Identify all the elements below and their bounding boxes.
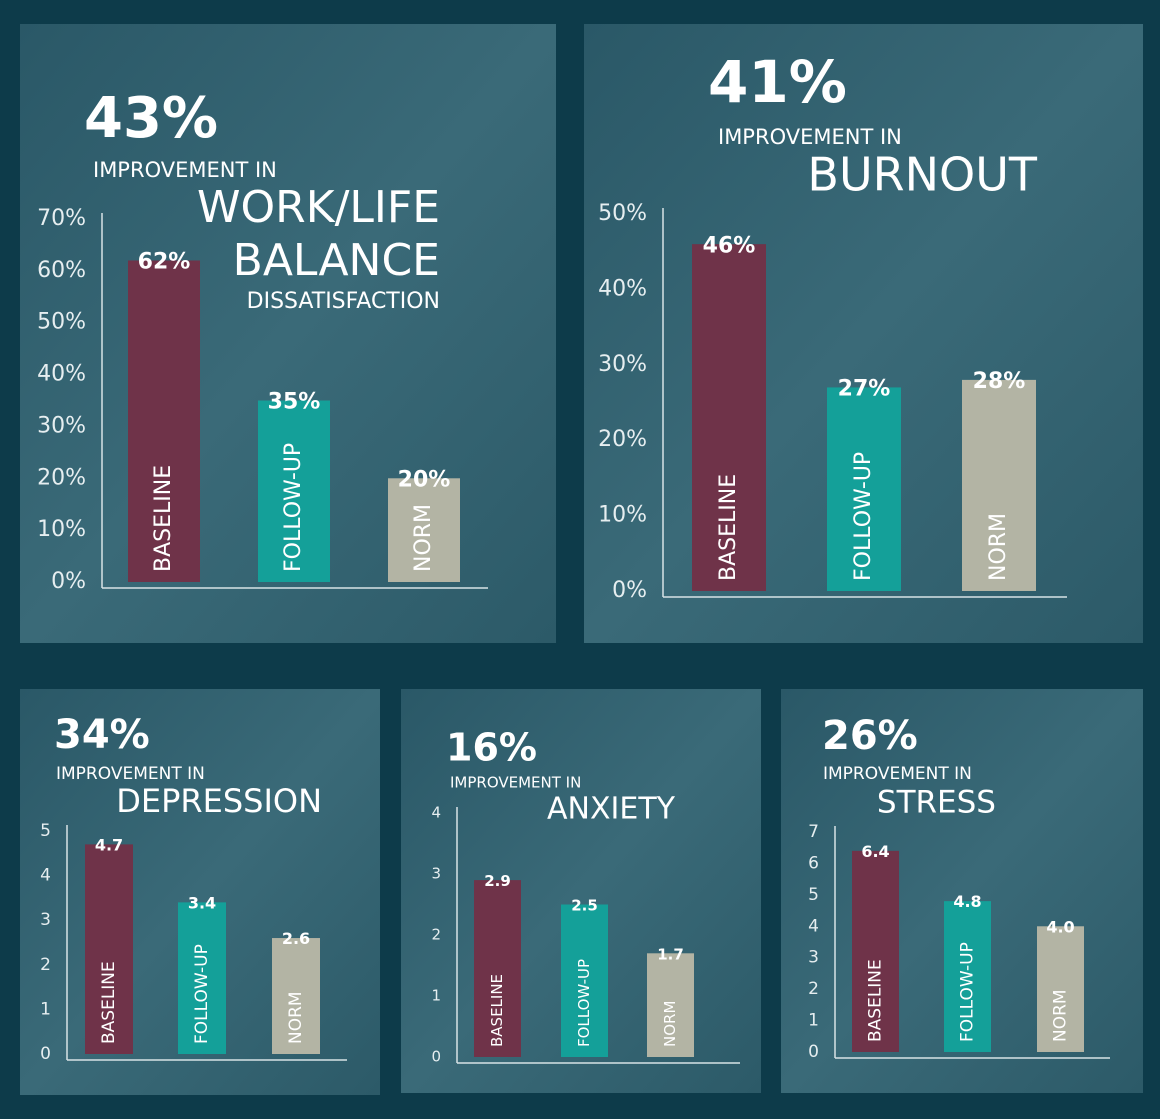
bar xyxy=(962,379,1036,591)
category-label: FOLLOW-UP xyxy=(281,443,306,572)
y-tick-label: 1 xyxy=(431,987,441,1005)
y-tick-label: 20% xyxy=(37,465,86,490)
y-tick-label: 2 xyxy=(431,926,441,944)
category-label: FOLLOW-UP xyxy=(851,452,876,581)
chart-title: BALANCE xyxy=(233,235,440,286)
chart-title: ANXIETY xyxy=(547,792,676,827)
y-tick-label: 4 xyxy=(431,804,441,822)
y-tick-label: 5 xyxy=(808,885,819,905)
bar xyxy=(561,904,608,1057)
bar xyxy=(474,880,521,1057)
subtitle: IMPROVEMENT IN xyxy=(718,125,902,149)
value-label: 1.7 xyxy=(657,945,684,963)
chart-title: WORK/LIFE xyxy=(197,182,440,233)
subtitle: IMPROVEMENT IN xyxy=(56,764,205,784)
y-tick-label: 30% xyxy=(598,352,647,377)
bar xyxy=(827,387,901,591)
category-label: FOLLOW-UP xyxy=(958,942,978,1042)
y-tick-label: 5 xyxy=(40,821,51,841)
y-tick-label: 0 xyxy=(808,1042,819,1062)
y-tick-label: 3 xyxy=(808,948,819,968)
category-label: NORM xyxy=(661,1001,679,1047)
chart-title: STRESS xyxy=(877,785,996,821)
y-tick-label: 10% xyxy=(598,503,647,528)
y-tick-label: 0% xyxy=(51,569,86,594)
value-label: 4.8 xyxy=(953,892,981,911)
category-label: FOLLOW-UP xyxy=(575,959,593,1047)
y-tick-label: 1 xyxy=(808,1011,819,1031)
category-label: NORM xyxy=(986,513,1011,581)
value-label: 62% xyxy=(138,250,191,275)
headline: 34% xyxy=(54,712,150,758)
bar xyxy=(258,400,330,582)
value-label: 28% xyxy=(973,369,1026,394)
y-tick-label: 0 xyxy=(40,1044,51,1064)
value-label: 35% xyxy=(268,390,321,415)
headline: 26% xyxy=(822,713,918,759)
subtitle: IMPROVEMENT IN xyxy=(450,774,581,792)
y-tick-label: 7 xyxy=(808,822,819,842)
y-tick-label: 1 xyxy=(40,999,51,1019)
bar xyxy=(944,901,991,1052)
y-tick-label: 0 xyxy=(431,1048,441,1066)
value-label: 2.9 xyxy=(484,872,511,890)
y-tick-label: 3 xyxy=(40,910,51,930)
value-label: 3.4 xyxy=(188,893,216,912)
y-tick-label: 60% xyxy=(37,258,86,283)
chart-title: BURNOUT xyxy=(807,148,1037,202)
value-label: 46% xyxy=(703,233,756,258)
value-label: 4.0 xyxy=(1046,917,1074,936)
subtitle: IMPROVEMENT IN xyxy=(93,158,277,182)
bar xyxy=(85,844,133,1054)
bar xyxy=(1037,926,1084,1052)
headline: 41% xyxy=(708,48,847,116)
value-label: 6.4 xyxy=(861,842,889,861)
y-tick-label: 40% xyxy=(37,362,86,387)
y-tick-label: 70% xyxy=(37,206,86,231)
bar xyxy=(692,244,766,591)
headline: 43% xyxy=(84,86,218,151)
bar xyxy=(272,938,320,1054)
y-tick-label: 40% xyxy=(598,276,647,301)
category-label: BASELINE xyxy=(99,961,119,1044)
y-tick-label: 30% xyxy=(37,413,86,438)
y-tick-label: 2 xyxy=(808,979,819,999)
value-label: 27% xyxy=(838,377,891,402)
bar xyxy=(388,478,460,582)
category-label: NORM xyxy=(286,991,306,1044)
bar xyxy=(178,902,226,1054)
category-label: NORM xyxy=(411,504,436,572)
category-label: FOLLOW-UP xyxy=(192,944,212,1044)
chart-title: DEPRESSION xyxy=(116,782,322,820)
value-label: 2.6 xyxy=(282,929,310,948)
category-label: NORM xyxy=(1051,989,1071,1042)
headline: 16% xyxy=(446,726,537,770)
bar xyxy=(852,850,899,1052)
bar xyxy=(128,260,200,582)
value-label: 20% xyxy=(398,467,451,492)
value-label: 4.7 xyxy=(95,835,123,854)
y-tick-label: 4 xyxy=(40,866,51,886)
category-label: BASELINE xyxy=(151,465,176,572)
y-tick-label: 10% xyxy=(37,517,86,542)
value-label: 2.5 xyxy=(571,897,598,915)
y-tick-label: 6 xyxy=(808,853,819,873)
y-tick-label: 50% xyxy=(37,310,86,335)
y-tick-label: 3 xyxy=(431,865,441,883)
chart-title: DISSATISFACTION xyxy=(247,289,440,314)
y-tick-label: 50% xyxy=(598,201,647,226)
bar xyxy=(647,953,694,1057)
category-label: BASELINE xyxy=(488,974,506,1047)
y-tick-label: 2 xyxy=(40,955,51,975)
category-label: BASELINE xyxy=(866,959,886,1042)
category-label: BASELINE xyxy=(716,474,741,581)
subtitle: IMPROVEMENT IN xyxy=(823,764,972,784)
y-tick-label: 0% xyxy=(612,578,647,603)
y-tick-label: 20% xyxy=(598,427,647,452)
y-tick-label: 4 xyxy=(808,916,819,936)
